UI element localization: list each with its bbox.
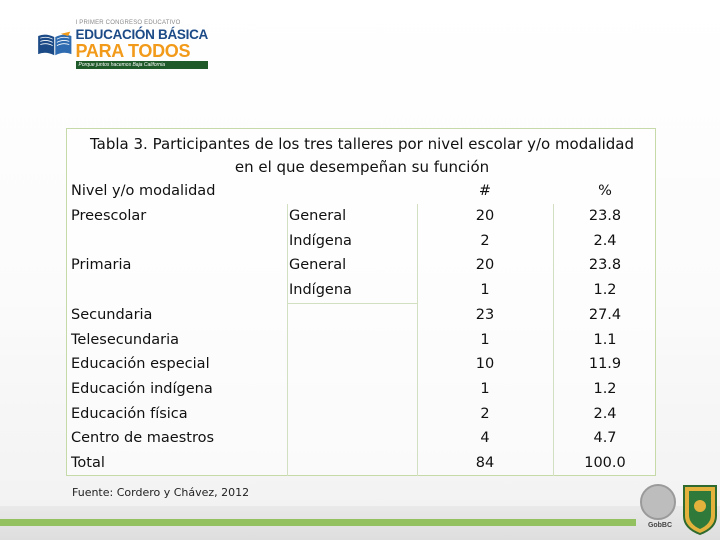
table-caption: Tabla 3. Participantes de los tres talle… — [67, 133, 657, 179]
source-note: Fuente: Cordero y Chávez, 2012 — [72, 486, 250, 499]
column-divider — [553, 204, 554, 476]
cell-modality: General — [289, 208, 347, 224]
table-row: Preescolar General 20 23.8 — [67, 204, 657, 229]
cell-count: 20 — [475, 208, 495, 224]
table-row: Secundaria 23 27.4 — [67, 303, 657, 328]
cell-count: 1 — [480, 282, 490, 299]
cell-percent: 100.0 — [584, 455, 626, 471]
table-row: Indígena 2 2.4 — [67, 229, 657, 254]
cell-level: Total — [71, 455, 105, 471]
cell-percent: 23.8 — [588, 257, 622, 274]
table-header-row: Nivel y/o modalidad # % — [67, 179, 657, 204]
table-row: Telesecundaria 1 1.1 — [67, 328, 657, 353]
cell-percent: 1.1 — [593, 331, 617, 348]
header-count: # — [478, 183, 492, 199]
table-row: Total 84 100.0 — [67, 451, 657, 476]
table-row: Indígena 1 1.2 — [67, 278, 657, 303]
participants-table: Tabla 3. Participantes de los tres talle… — [66, 128, 656, 476]
logo-tagline: Porque juntos hacemos Baja California — [75, 60, 208, 69]
cell-count: 1 — [480, 331, 490, 348]
cell-percent: 11.9 — [588, 356, 622, 373]
cell-percent: 2.4 — [593, 405, 617, 422]
cell-level: Educación indígena — [71, 380, 213, 397]
cell-count: 1 — [480, 380, 490, 397]
cell-level: Centro de maestros — [71, 430, 215, 447]
header-percent: % — [598, 183, 612, 199]
cell-percent: 23.8 — [588, 208, 622, 224]
table-row: Educación física 2 2.4 — [67, 402, 657, 427]
caption-line2: en el que desempeñan su función — [234, 158, 490, 176]
footer-accent-bar — [0, 519, 636, 526]
table-row: Educación indígena 1 1.2 — [67, 377, 657, 402]
column-divider — [417, 204, 418, 476]
cell-count: 84 — [475, 455, 495, 471]
seal-label: GobBC — [647, 522, 673, 529]
table-row: Primaria General 20 23.8 — [67, 253, 657, 278]
cell-level: Educación física — [71, 405, 188, 422]
logo-title-line2: PARA TODOS — [75, 40, 191, 61]
cell-level: Telesecundaria — [71, 331, 180, 348]
congress-logo: I PRIMER CONGRESO EDUCATIVO EDUCACIÓN BÁ… — [36, 14, 208, 74]
table-row: Centro de maestros 4 4.7 — [67, 426, 657, 451]
cell-count: 2 — [480, 232, 490, 249]
cell-level: Primaria — [71, 257, 132, 274]
logo-top-text: I PRIMER CONGRESO EDUCATIVO — [75, 19, 181, 26]
open-book-icon — [38, 31, 72, 56]
cell-percent: 4.7 — [593, 430, 617, 447]
state-seal-icon — [640, 484, 676, 520]
cell-level: Preescolar — [71, 208, 147, 224]
column-divider — [287, 204, 288, 476]
cell-percent: 1.2 — [593, 282, 617, 299]
table-row: Educación especial 10 11.9 — [67, 352, 657, 377]
cell-level: Educación especial — [71, 356, 210, 373]
header-level: Nivel y/o modalidad — [71, 183, 216, 199]
cell-count: 2 — [480, 405, 490, 422]
logo-title-line1: EDUCACIÓN BÁSICA — [75, 26, 209, 42]
caption-line1: Tabla 3. Participantes de los tres talle… — [89, 135, 635, 153]
cell-count: 4 — [480, 430, 490, 447]
cell-count: 23 — [475, 306, 495, 323]
cell-level: Secundaria — [71, 306, 153, 323]
cell-modality: Indígena — [289, 282, 352, 299]
cell-percent: 27.4 — [588, 306, 622, 323]
cell-modality: Indígena — [289, 232, 352, 249]
cell-count: 20 — [475, 257, 495, 274]
cell-percent: 2.4 — [593, 232, 617, 249]
cell-count: 10 — [475, 356, 495, 373]
university-shield-icon — [683, 485, 717, 536]
row-divider — [287, 303, 417, 304]
cell-percent: 1.2 — [593, 380, 617, 397]
cell-modality: General — [289, 257, 347, 274]
